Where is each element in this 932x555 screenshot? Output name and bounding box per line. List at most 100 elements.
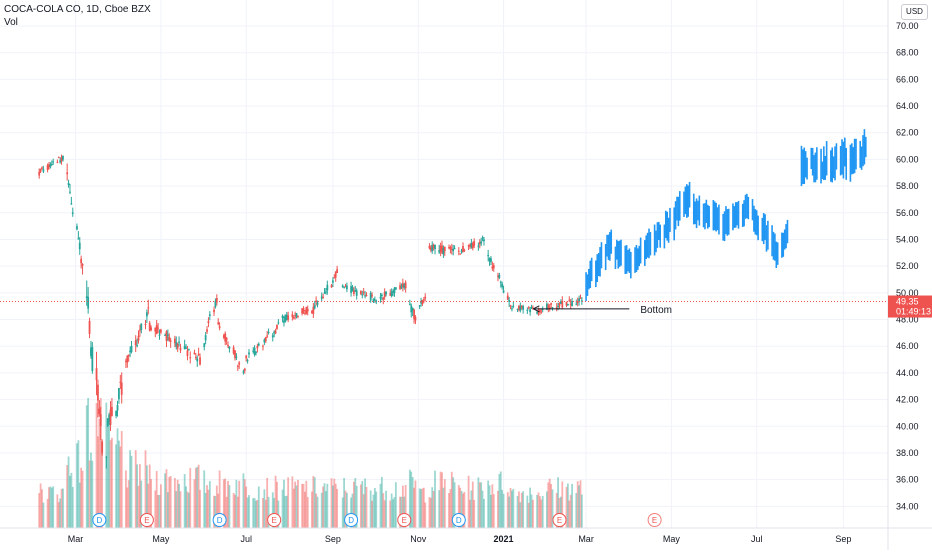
candle-body: [414, 316, 417, 321]
candle-body: [87, 296, 90, 309]
candle-body: [109, 409, 112, 425]
volume-bar: [194, 467, 197, 528]
price-tick-label: 34.00: [896, 501, 919, 511]
volume-bar: [199, 489, 201, 528]
candle-body: [536, 311, 539, 314]
volume-bar: [477, 477, 480, 528]
earnings-marker[interactable]: E: [647, 513, 662, 527]
candle-body: [557, 305, 559, 307]
volume-bar: [522, 491, 525, 528]
volume-bar: [178, 483, 180, 528]
symbol-title[interactable]: COCA-COLA CO, 1D, Cboe BZX: [4, 4, 151, 15]
candle-body: [126, 355, 129, 363]
volume-bar: [460, 491, 463, 528]
marker-label: E: [144, 516, 149, 525]
volume-bar: [294, 481, 297, 528]
earnings-marker[interactable]: E: [397, 513, 412, 527]
volume-bar: [41, 489, 43, 528]
volume-bar: [448, 493, 450, 528]
volume-bar: [467, 475, 470, 528]
dividend-marker[interactable]: D: [212, 513, 227, 527]
volume-bar: [227, 480, 229, 528]
candle-body: [295, 313, 298, 318]
candle-body: [125, 361, 127, 363]
candle-body: [67, 182, 70, 185]
volume-bar: [243, 479, 246, 528]
volume-legend[interactable]: Vol: [4, 17, 18, 28]
volume-bar: [414, 480, 417, 528]
volume-bar: [234, 494, 236, 528]
candle-body: [568, 299, 571, 301]
candle-body: [580, 300, 583, 302]
volume-bar: [196, 466, 199, 528]
volume-bar: [197, 464, 200, 528]
candle-body: [438, 250, 441, 253]
dividend-marker[interactable]: D: [344, 513, 359, 527]
candle-body: [579, 297, 582, 299]
candle-body: [355, 290, 358, 296]
earnings-marker[interactable]: E: [139, 513, 154, 527]
candle-body: [248, 352, 250, 355]
earnings-marker[interactable]: E: [267, 513, 282, 527]
candle-body: [408, 303, 411, 305]
candle-body: [491, 266, 494, 269]
volume-bar: [576, 481, 579, 528]
candle-body: [105, 456, 108, 458]
candle-body: [401, 283, 404, 287]
volume-bar: [439, 471, 442, 528]
price-tick-label: 48.00: [896, 315, 919, 325]
volume-bar: [176, 479, 179, 528]
volume-bar: [540, 499, 543, 528]
candle-body: [99, 414, 102, 427]
candle-body: [352, 290, 355, 294]
candle-body: [175, 342, 178, 347]
volume-bar: [185, 486, 187, 528]
candle-body: [214, 300, 217, 307]
dividend-marker[interactable]: D: [92, 513, 107, 527]
candle-body: [334, 271, 337, 278]
volume-bar: [207, 489, 210, 528]
candle-body: [372, 298, 375, 301]
volume-bar: [99, 398, 102, 528]
volume-bar: [530, 494, 533, 528]
volume-bar: [565, 486, 568, 528]
volume-bar: [333, 478, 336, 528]
candle-body: [91, 346, 94, 372]
volume-bar: [120, 431, 123, 528]
candle-body: [332, 280, 334, 283]
volume-bar: [111, 437, 113, 528]
candle-body: [443, 246, 446, 252]
candle-body: [529, 309, 532, 313]
volume-bar: [352, 481, 355, 528]
candle-body: [301, 308, 304, 314]
dividend-marker[interactable]: D: [451, 513, 466, 527]
candle-body: [197, 353, 200, 355]
volume-bar: [469, 499, 471, 528]
volume-bar: [95, 403, 98, 528]
candle-body: [471, 243, 474, 249]
candle-body: [343, 286, 346, 288]
currency-button[interactable]: USD: [901, 4, 928, 20]
candle-body: [236, 365, 239, 367]
volume-bar: [81, 470, 84, 528]
volume-bar: [179, 491, 182, 528]
candle-body: [323, 292, 326, 294]
candle-body: [422, 299, 425, 301]
volume-bar: [450, 471, 453, 528]
candle-body: [373, 299, 376, 301]
earnings-marker[interactable]: E: [552, 513, 567, 527]
current-price-badge: [888, 295, 932, 318]
volume-bar: [473, 500, 476, 528]
candle-body: [462, 246, 464, 252]
volume-bar: [432, 490, 435, 528]
candle-body: [227, 344, 229, 347]
volume-bar: [157, 495, 159, 528]
candle-body: [70, 203, 73, 205]
volume-bar: [548, 478, 551, 528]
volume-bar: [183, 474, 186, 528]
volume-bar: [236, 496, 239, 528]
candle-body: [548, 307, 551, 309]
marker-circle: [212, 513, 227, 527]
